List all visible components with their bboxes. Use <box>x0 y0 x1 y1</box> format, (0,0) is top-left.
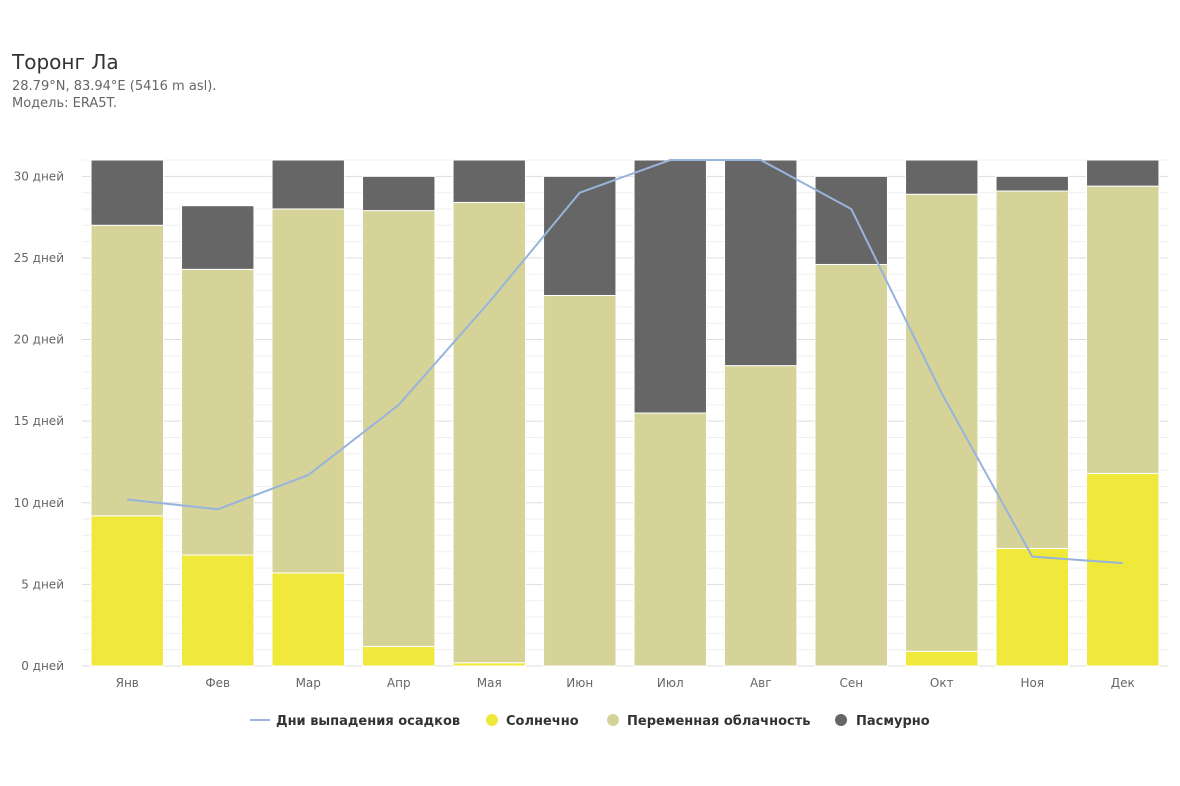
x-tick-label: Дек <box>1111 676 1135 690</box>
precipitation-line <box>127 159 1123 565</box>
x-tick-label: Мая <box>477 676 502 690</box>
chart-header: Торонг Ла 28.79°N, 83.94°E (5416 m asl).… <box>12 50 216 112</box>
bar-partly-cloudy <box>633 412 707 667</box>
bar-series <box>90 159 1160 667</box>
bar-partly-cloudy <box>1086 185 1160 474</box>
x-tick-label: Июл <box>657 676 684 690</box>
bar-partly-cloudy <box>271 208 345 574</box>
bar-overcast <box>633 159 707 414</box>
bar-sunny <box>995 547 1069 667</box>
bar-partly-cloudy <box>362 210 436 647</box>
bar-overcast <box>995 175 1069 192</box>
legend-marker-overcast <box>835 714 847 726</box>
y-tick-label: 0 дней <box>21 659 64 673</box>
legend-label-sunny: Солнечно <box>506 714 579 729</box>
legend-label-partly-cloudy: Переменная облачность <box>627 714 810 729</box>
bar-overcast <box>90 159 164 226</box>
bar-overcast <box>724 159 798 367</box>
bar-partly-cloudy <box>452 201 526 664</box>
bar-sunny <box>905 650 979 667</box>
x-tick-label: Июн <box>566 676 593 690</box>
bar-partly-cloudy <box>724 365 798 667</box>
x-tick-label: Ноя <box>1020 676 1044 690</box>
location-coords: 28.79°N, 83.94°E (5416 m asl). <box>12 79 217 94</box>
x-tick-label: Авг <box>750 676 772 690</box>
bar-sunny <box>271 572 345 667</box>
x-tick-label: Янв <box>116 676 139 690</box>
y-tick-label: 15 дней <box>14 414 64 428</box>
x-tick-label: Окт <box>930 676 954 690</box>
y-tick-label: 20 дней <box>14 333 64 347</box>
bar-partly-cloudy <box>181 268 255 556</box>
bar-overcast <box>905 159 979 195</box>
page-title: Торонг Ла <box>12 50 119 74</box>
y-tick-label: 30 дней <box>14 169 64 183</box>
bar-overcast <box>1086 159 1160 187</box>
bar-overcast <box>543 175 617 296</box>
y-tick-label: 25 дней <box>14 251 64 265</box>
bar-sunny <box>181 554 255 667</box>
bar-overcast <box>271 159 345 210</box>
x-tick-label: Фев <box>205 676 230 690</box>
bar-partly-cloudy <box>995 190 1069 549</box>
y-tick-label: 10 дней <box>14 496 64 510</box>
legend: Дни выпадения осадков Солнечно Переменная … <box>250 714 930 729</box>
bar-partly-cloudy <box>814 263 888 667</box>
legend-label-overcast: Пасмурно <box>856 714 930 729</box>
bar-partly-cloudy <box>905 193 979 652</box>
bar-partly-cloudy <box>90 224 164 517</box>
bar-overcast <box>452 159 526 203</box>
bar-sunny <box>362 645 436 667</box>
bar-overcast <box>362 175 436 212</box>
grid-lines <box>82 159 1168 667</box>
legend-marker-sunny <box>486 714 498 726</box>
bar-overcast <box>181 205 255 270</box>
y-axis-labels: 0 дней 5 дней 10 дней 15 дней 20 дней 25 дней… <box>14 169 64 673</box>
legend-marker-partly-cloudy <box>607 714 619 726</box>
bar-overcast <box>814 175 888 265</box>
x-tick-label: Апр <box>387 676 411 690</box>
bar-sunny <box>1086 472 1160 667</box>
x-tick-label: Сен <box>839 676 863 690</box>
legend-label-precipitation: Дни выпадения осадков <box>276 714 460 729</box>
model-label: Модель: ERA5T. <box>12 96 118 111</box>
x-tick-label: Мар <box>296 676 321 690</box>
x-axis-labels: Янв Фев Мар Апр Мая Июн Июл Авг Сен Окт Ноя Дек <box>116 676 1135 690</box>
bar-partly-cloudy <box>543 294 617 667</box>
y-tick-label: 5 дней <box>21 577 64 591</box>
precipitation-line-group <box>127 159 1123 565</box>
bar-sunny <box>90 515 164 667</box>
